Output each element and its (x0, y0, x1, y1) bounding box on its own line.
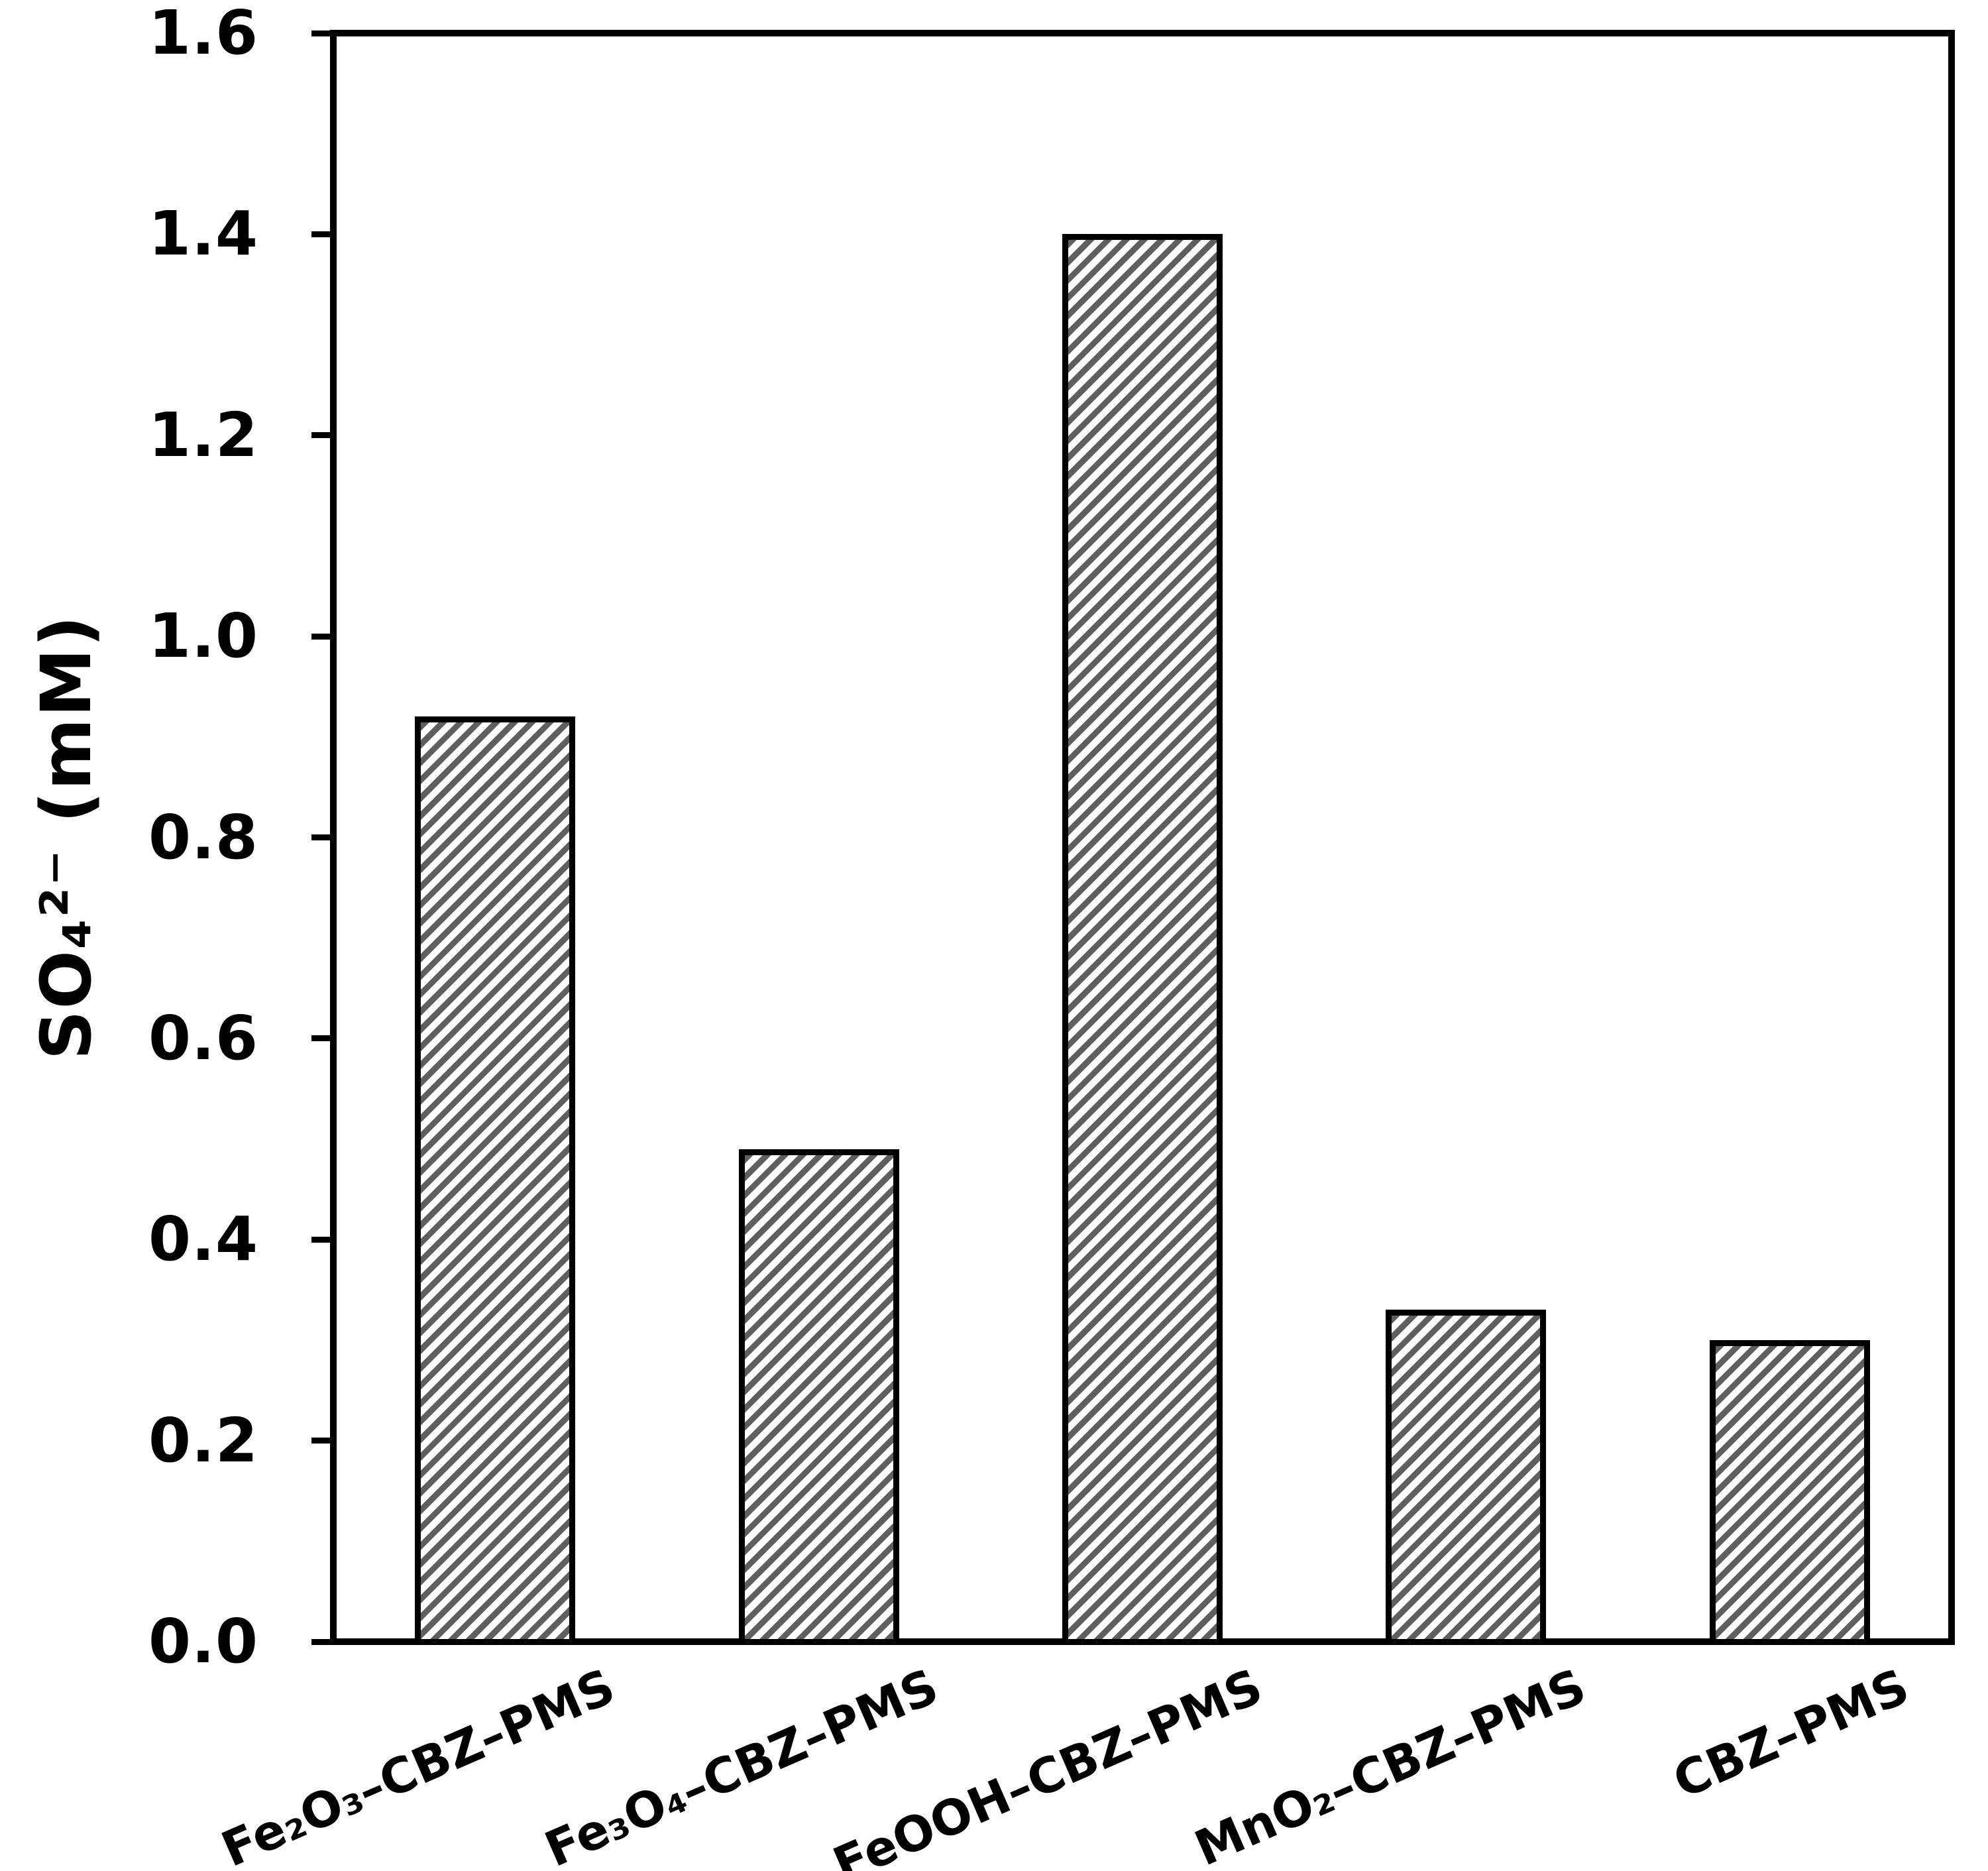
bar-2 (738, 1149, 899, 1645)
y-axis-tick-label: 1.0 (148, 600, 258, 672)
y-axis-tick (311, 432, 334, 439)
y-axis-tick (311, 1438, 334, 1444)
y-axis-tick (311, 633, 334, 640)
y-axis-tick-label: 1.2 (148, 399, 258, 471)
y-axis-tick-label: 0.2 (148, 1404, 258, 1476)
bar-1 (415, 716, 576, 1645)
y-axis-tick-label: 0.6 (148, 1002, 258, 1074)
y-axis-tick (311, 1638, 334, 1645)
y-axis-tick-label: 0.8 (148, 801, 258, 873)
y-axis-tick (311, 1035, 334, 1042)
y-axis-tick-label: 1.6 (148, 0, 258, 68)
bar-3 (1062, 234, 1223, 1645)
y-axis-tick (311, 30, 334, 36)
bar-5 (1709, 1339, 1870, 1645)
y-axis-tick-label: 0.4 (148, 1204, 258, 1275)
bar-4 (1386, 1310, 1547, 1645)
y-axis-tick-label: 1.4 (148, 198, 258, 270)
y-axis-tick-label: 0.0 (148, 1606, 258, 1677)
y-axis-tick (311, 1236, 334, 1243)
x-axis-tick-label: CBZ–PMS (1665, 1658, 1918, 1810)
y-axis-tick (311, 231, 334, 237)
y-axis-tick (311, 834, 334, 840)
